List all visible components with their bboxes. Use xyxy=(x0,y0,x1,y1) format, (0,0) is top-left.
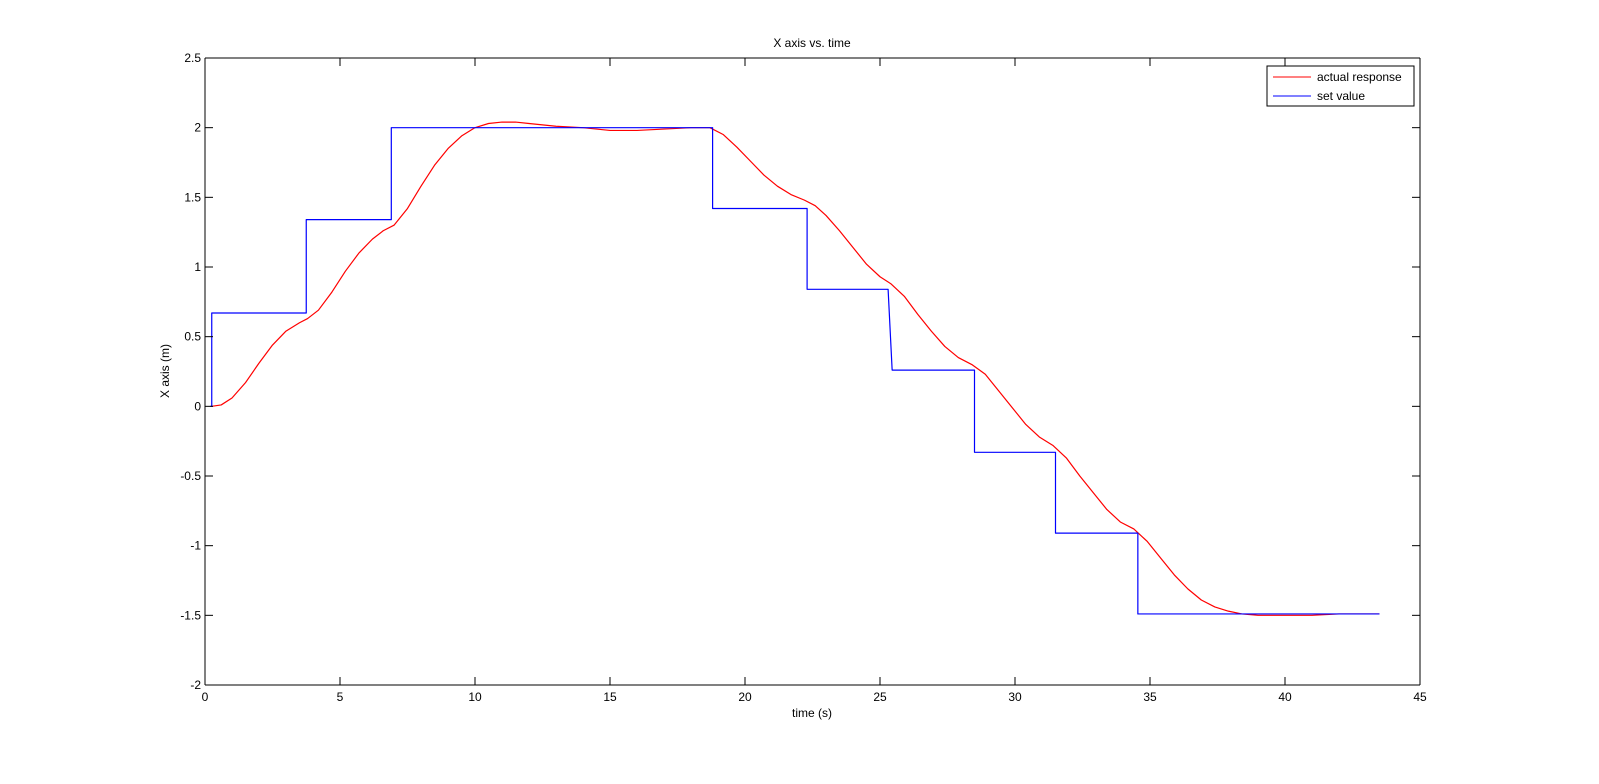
y-tick-label: 1.5 xyxy=(184,190,201,204)
y-tick-label: -2 xyxy=(190,678,201,692)
x-tick-label: 10 xyxy=(468,690,482,704)
chart-title: X axis vs. time xyxy=(773,36,851,50)
series-line-set-value xyxy=(210,127,1380,615)
y-axis-label: X axis (m) xyxy=(158,344,172,398)
x-tick-label: 15 xyxy=(603,690,617,704)
x-tick-label: 35 xyxy=(1143,690,1157,704)
y-tick-label: 0 xyxy=(194,399,201,413)
x-tick-label: 30 xyxy=(1008,690,1022,704)
y-tick-label: 2.5 xyxy=(184,51,201,65)
x-tick-label: 5 xyxy=(337,690,344,704)
axes-layer xyxy=(204,57,1421,686)
x-tick-label: 20 xyxy=(738,690,752,704)
x-ticks: 0 5 10 15 20 25 30 35 40 45 xyxy=(202,58,1427,704)
x-tick-label: 40 xyxy=(1278,690,1292,704)
legend-label-set-value: set value xyxy=(1317,89,1365,103)
series-layer xyxy=(210,121,1380,616)
series-line-actual-response xyxy=(211,121,1380,616)
x-tick-label: 25 xyxy=(873,690,887,704)
y-tick-label: 1 xyxy=(194,260,201,274)
plot-area xyxy=(205,58,1420,685)
x-tick-label: 0 xyxy=(202,690,209,704)
legend-box xyxy=(1266,65,1415,107)
y-ticks: -2 -1.5 -1 -0.5 0 0.5 1 1.5 2 2.5 xyxy=(180,51,1420,692)
y-tick-label: 0.5 xyxy=(184,330,201,344)
y-tick-label: -1.5 xyxy=(180,608,201,622)
legend-label-actual-response: actual response xyxy=(1317,70,1402,84)
y-tick-label: -1 xyxy=(190,539,201,553)
y-tick-label: 2 xyxy=(194,121,201,135)
legend: actual response set value xyxy=(1266,65,1415,107)
x-tick-label: 45 xyxy=(1413,690,1427,704)
y-tick-label: -0.5 xyxy=(180,469,201,483)
x-axis-label: time (s) xyxy=(792,706,832,720)
